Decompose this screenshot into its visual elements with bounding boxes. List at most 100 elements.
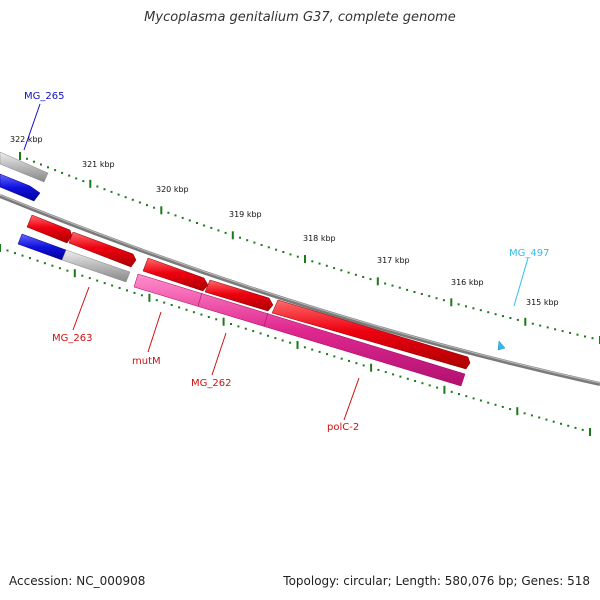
outer-ruler-minor-tick [275, 248, 278, 251]
outer-ruler-minor-tick [442, 299, 445, 302]
outer-ruler-minor-tick [224, 231, 227, 234]
gene-label-mutm[interactable]: mutM [132, 356, 161, 367]
outer-ruler-minor-tick [203, 224, 206, 227]
outer-ruler-minor-tick [40, 163, 42, 166]
inner-ruler-minor-tick [51, 264, 54, 267]
outer-ruler-major-tick [376, 277, 379, 286]
inner-ruler-minor-tick [436, 386, 439, 389]
outer-ruler-minor-tick [554, 328, 557, 331]
outer-ruler-minor-tick [479, 309, 482, 312]
inner-ruler-minor-tick [14, 252, 16, 255]
outer-ruler-minor-tick [75, 177, 78, 180]
cyan-gene-mg497[interactable] [497, 340, 506, 351]
inner-ruler-minor-tick [155, 299, 158, 302]
leader-mutm [147, 311, 162, 353]
inner-ruler-minor-tick [450, 390, 453, 393]
outer-ruler-minor-tick [153, 206, 156, 209]
inner-ruler-minor-tick [399, 375, 402, 378]
grey-gene-top[interactable] [0, 151, 49, 183]
outer-ruler-minor-tick [591, 337, 594, 340]
outer-ruler-minor-tick [325, 264, 328, 267]
gene-label-mg262[interactable]: MG_262 [191, 378, 231, 389]
outer-ruler-minor-tick [428, 295, 431, 298]
grey-gene-lower[interactable] [61, 249, 131, 283]
ruler-label-318: 318 kbp [303, 234, 336, 243]
outer-ruler-minor-tick [420, 293, 423, 295]
leader-mg263 [72, 286, 90, 331]
red-gene-mg262[interactable] [204, 279, 274, 312]
inner-ruler-minor-tick [581, 428, 584, 431]
inner-ruler-minor-tick [118, 287, 121, 289]
inner-ruler-minor-tick [207, 316, 210, 318]
inner-ruler-minor-tick [333, 355, 336, 358]
inner-ruler-minor-tick [538, 416, 541, 419]
outer-ruler-minor-tick [340, 269, 343, 272]
inner-ruler-minor-tick [567, 424, 570, 427]
outer-ruler-minor-tick [347, 271, 350, 274]
inner-ruler-minor-tick [326, 353, 328, 356]
outer-ruler-major-tick [524, 317, 527, 326]
genome-backbone-highlight [0, 194, 600, 384]
inner-ruler-minor-tick [192, 311, 195, 314]
inner-ruler-major-tick [222, 317, 225, 326]
inner-ruler-minor-tick [200, 313, 203, 316]
inner-ruler-minor-tick [355, 362, 358, 365]
inner-ruler-minor-tick [289, 341, 292, 344]
outer-ruler-minor-tick [188, 219, 191, 222]
outer-ruler-major-tick [160, 206, 163, 215]
inner-ruler-minor-tick [560, 422, 562, 425]
outer-ruler-minor-tick [253, 241, 256, 244]
inner-ruler-minor-tick [170, 304, 173, 306]
outer-ruler-minor-tick [509, 317, 512, 319]
gene-label-mg497[interactable]: MG_497 [509, 248, 549, 259]
outer-ruler-minor-tick [82, 180, 85, 183]
gene-label-mg265[interactable]: MG_265 [24, 91, 64, 102]
outer-ruler-minor-tick [124, 196, 127, 199]
outer-ruler-minor-tick [47, 166, 49, 169]
red-gene-mutm[interactable] [142, 257, 209, 292]
outer-ruler-minor-tick [96, 185, 99, 188]
gene-label-mg263[interactable]: MG_263 [52, 333, 92, 344]
inner-ruler-major-tick [589, 428, 591, 436]
inner-ruler-minor-tick [472, 397, 475, 400]
outer-ruler-minor-tick [413, 291, 416, 293]
outer-ruler-minor-tick [54, 169, 57, 172]
ruler-label-320: 320 kbp [156, 185, 189, 194]
inner-ruler-minor-tick [96, 279, 99, 282]
map-title: Mycoplasma genitalium G37, complete geno… [144, 10, 456, 25]
inner-ruler-minor-tick [414, 380, 417, 382]
outer-ruler-minor-tick [68, 174, 71, 177]
outer-ruler-minor-tick [354, 273, 357, 276]
leader-mg265 [23, 103, 41, 151]
pink-gene[interactable] [133, 273, 466, 387]
red-gene-2[interactable] [68, 231, 137, 268]
ruler-label-319: 319 kbp [229, 210, 262, 219]
inner-ruler-minor-tick [501, 405, 504, 408]
blue-gene-mg265[interactable] [0, 173, 41, 202]
inner-ruler-minor-tick [185, 308, 188, 311]
red-gene-polc2[interactable] [271, 299, 471, 370]
inner-ruler-minor-tick [36, 259, 39, 262]
inner-ruler-minor-tick [267, 334, 269, 337]
inner-ruler-minor-tick [465, 395, 468, 398]
inner-ruler-minor-tick [318, 350, 321, 353]
leader-polc2 [343, 377, 360, 421]
inner-ruler-major-tick [443, 385, 446, 394]
red-gene-1[interactable] [26, 214, 73, 244]
inner-ruler-minor-tick [377, 368, 380, 371]
inner-ruler-minor-tick [509, 408, 512, 411]
leader-mg497 [513, 257, 529, 307]
outer-ruler-minor-tick [210, 226, 213, 229]
gene-label-polc2[interactable]: polC-2 [327, 422, 359, 433]
outer-ruler-minor-tick [217, 229, 220, 232]
outer-ruler-minor-tick [435, 297, 438, 300]
outer-ruler-minor-tick [569, 331, 572, 334]
inner-ruler-minor-tick [252, 330, 255, 333]
ruler-label-321: 321 kbp [82, 160, 115, 169]
outer-ruler-minor-tick [61, 171, 64, 174]
outer-ruler-minor-tick [369, 278, 372, 281]
inner-ruler-major-tick [296, 341, 299, 349]
outer-ruler-minor-tick [539, 324, 542, 327]
inner-ruler-minor-tick [348, 359, 350, 362]
inner-ruler-minor-tick [215, 318, 218, 321]
